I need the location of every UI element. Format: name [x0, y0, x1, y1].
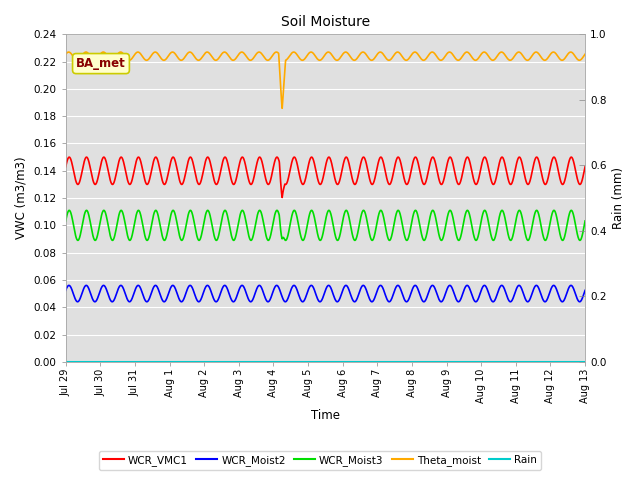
X-axis label: Time: Time [311, 409, 340, 422]
Title: Soil Moisture: Soil Moisture [281, 15, 370, 29]
Y-axis label: Rain (mm): Rain (mm) [612, 167, 625, 229]
Y-axis label: VWC (m3/m3): VWC (m3/m3) [15, 157, 28, 240]
Text: BA_met: BA_met [76, 57, 126, 70]
Legend: WCR_VMC1, WCR_Moist2, WCR_Moist3, Theta_moist, Rain: WCR_VMC1, WCR_Moist2, WCR_Moist3, Theta_… [99, 451, 541, 470]
